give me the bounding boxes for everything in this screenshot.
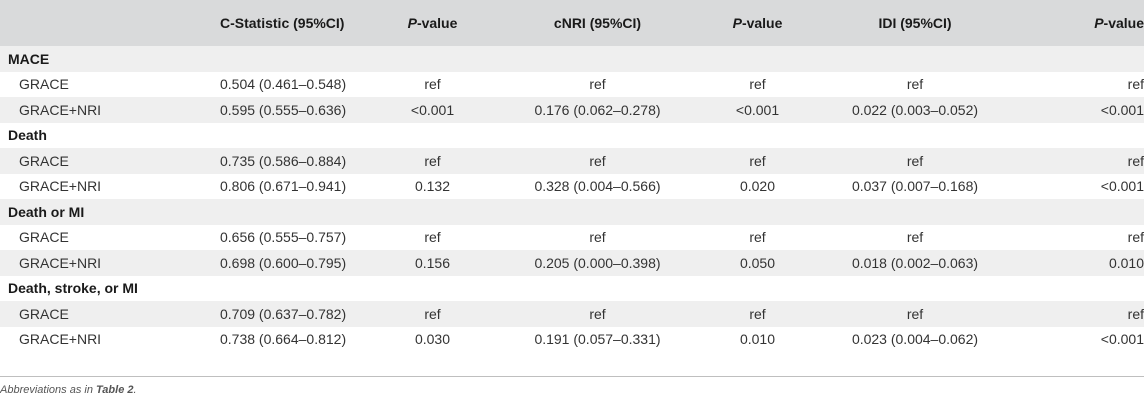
table-row: GRACE 0.709 (0.637–0.782) ref ref ref ref ref	[0, 301, 1144, 327]
table-row: GRACE+NRI 0.595 (0.555–0.636) <0.001 0.176 …	[0, 97, 1144, 123]
bottom-rule	[0, 376, 1144, 377]
idi-cell: ref	[906, 152, 924, 169]
group-row: Death	[0, 122, 1144, 148]
header-c-statistic: C-Statistic (95%CI)	[220, 15, 345, 31]
row-label: GRACE+NRI	[19, 101, 102, 118]
p-value-cell: ref	[424, 76, 441, 93]
cnri-cell: ref	[589, 229, 606, 246]
footnote-prefix: Abbreviations as in	[0, 384, 96, 396]
p-value-cell: ref	[424, 152, 441, 169]
table-row: GRACE+NRI 0.738 (0.664–0.812) 0.030 0.191 (…	[0, 326, 1144, 352]
header-row: C-Statistic (95%CI) P-value cNRI (95%CI)…	[0, 0, 1144, 46]
p-value-cell: ref	[1127, 76, 1144, 93]
table-row: GRACE+NRI 0.806 (0.671–0.941) 0.132 0.328 (…	[0, 173, 1144, 199]
footnote-suffix: .	[133, 384, 137, 396]
c-statistic-cell: 0.656 (0.555–0.757)	[220, 229, 347, 246]
p-value-cell: ref	[1127, 229, 1144, 246]
footnote-table-ref: Table 2	[96, 384, 134, 396]
cnri-cell: 0.191 (0.057–0.331)	[534, 331, 661, 348]
row-label: GRACE	[19, 152, 69, 169]
row-label: GRACE+NRI	[19, 254, 102, 271]
header-p-value-2: P-value	[705, 0, 810, 46]
row-label: GRACE	[19, 76, 69, 93]
group-title: Death	[8, 127, 47, 144]
c-statistic-cell: 0.698 (0.600–0.795)	[220, 254, 347, 271]
header-empty	[0, 0, 200, 46]
header-p-italic: P	[1094, 15, 1104, 31]
group-title: MACE	[8, 50, 50, 67]
idi-cell: 0.037 (0.007–0.168)	[851, 178, 979, 195]
c-statistic-cell: 0.806 (0.671–0.941)	[220, 178, 347, 195]
header-cnri: cNRI (95%CI)	[553, 15, 642, 31]
p-value-cell: ref	[424, 305, 441, 322]
table-row: GRACE 0.735 (0.586–0.884) ref ref ref ref ref	[0, 148, 1144, 174]
row-label: GRACE	[19, 305, 69, 322]
c-statistic-cell: 0.735 (0.586–0.884)	[220, 152, 347, 169]
p-value-cell: 0.030	[414, 331, 451, 348]
cnri-cell: ref	[589, 305, 606, 322]
p-value-cell: <0.001	[1100, 178, 1144, 195]
p-value-cell: ref	[749, 76, 766, 93]
header-p-rest: -value	[1103, 15, 1144, 31]
idi-cell: 0.018 (0.002–0.063)	[851, 254, 979, 271]
p-value-cell: ref	[749, 152, 766, 169]
c-statistic-cell: 0.738 (0.664–0.812)	[220, 331, 347, 348]
p-value-cell: <0.001	[1100, 101, 1144, 118]
header-p-italic: P	[732, 15, 742, 31]
p-value-cell: 0.050	[739, 254, 776, 271]
results-table-wrapper: C-Statistic (95%CI) P-value cNRI (95%CI)…	[0, 0, 1144, 352]
row-label: GRACE+NRI	[19, 331, 102, 348]
row-label: GRACE+NRI	[19, 178, 102, 195]
header-p-italic: P	[407, 15, 417, 31]
cnri-cell: ref	[589, 76, 606, 93]
c-statistic-cell: 0.504 (0.461–0.548)	[220, 76, 347, 93]
footnote: Abbreviations as in Table 2.	[0, 384, 137, 396]
group-title: Death, stroke, or MI	[8, 280, 138, 297]
p-value-cell: 0.010	[739, 331, 776, 348]
cnri-cell: 0.176 (0.062–0.278)	[534, 101, 661, 118]
table-row: GRACE 0.504 (0.461–0.548) ref ref ref ref ref	[0, 71, 1144, 97]
group-row: Death or MI	[0, 199, 1144, 225]
group-row: Death, stroke, or MI	[0, 275, 1144, 301]
cnri-cell: ref	[589, 152, 606, 169]
idi-cell: 0.023 (0.004–0.062)	[851, 331, 979, 348]
header-p-rest: -value	[416, 15, 458, 31]
results-table: C-Statistic (95%CI) P-value cNRI (95%CI)…	[0, 0, 1144, 352]
cnri-cell: 0.205 (0.000–0.398)	[534, 254, 661, 271]
header-p-rest: -value	[741, 15, 783, 31]
p-value-cell: ref	[424, 229, 441, 246]
table-row: GRACE 0.656 (0.555–0.757) ref ref ref ref ref	[0, 224, 1144, 250]
p-value-cell: ref	[1127, 305, 1144, 322]
group-title: Death or MI	[8, 203, 85, 220]
p-value-cell: <0.001	[410, 101, 455, 118]
header-idi: IDI (95%CI)	[878, 15, 952, 31]
header-p-value-1: P-value	[375, 0, 490, 46]
row-label: GRACE	[19, 229, 69, 246]
p-value-cell: <0.001	[1100, 331, 1144, 348]
p-value-cell: 0.132	[414, 178, 451, 195]
header-p-value-3: P-value	[1020, 0, 1144, 46]
c-statistic-cell: 0.595 (0.555–0.636)	[220, 101, 347, 118]
table-row: GRACE+NRI 0.698 (0.600–0.795) 0.156 0.205 (…	[0, 250, 1144, 276]
p-value-cell: ref	[749, 229, 766, 246]
idi-cell: 0.022 (0.003–0.052)	[851, 101, 979, 118]
idi-cell: ref	[906, 305, 924, 322]
p-value-cell: <0.001	[735, 101, 780, 118]
idi-cell: ref	[906, 229, 924, 246]
p-value-cell: 0.020	[739, 178, 776, 195]
table-header: C-Statistic (95%CI) P-value cNRI (95%CI)…	[0, 0, 1144, 46]
table-body: MACE GRACE 0.504 (0.461–0.548) ref ref ref ref…	[0, 46, 1144, 352]
p-value-cell: ref	[749, 305, 766, 322]
idi-cell: ref	[906, 76, 924, 93]
c-statistic-cell: 0.709 (0.637–0.782)	[220, 305, 347, 322]
p-value-cell: ref	[1127, 152, 1144, 169]
p-value-cell: 0.010	[1108, 254, 1144, 271]
p-value-cell: 0.156	[414, 254, 451, 271]
cnri-cell: 0.328 (0.004–0.566)	[534, 178, 661, 195]
group-row: MACE	[0, 46, 1144, 72]
